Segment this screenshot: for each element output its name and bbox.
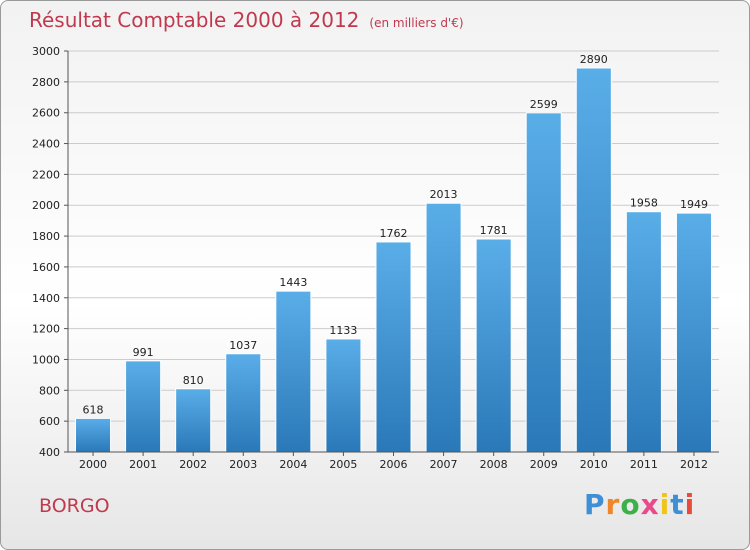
y-tick-label: 1400 [32,292,60,305]
x-tick-label-2009: 2009 [530,458,558,471]
logo-letter: x [640,488,660,521]
data-label-2000: 618 [83,403,104,416]
data-label-2001: 991 [133,346,154,359]
x-tick-label-2004: 2004 [279,458,307,471]
x-tick-label-2003: 2003 [229,458,257,471]
logo-letter: i [684,488,696,521]
chart-subtitle: (en milliers d'€) [369,16,464,30]
x-tick-label-2011: 2011 [630,458,658,471]
data-labels: 618 991 810 1037 1443 1133 1762 2013 1781 2599 289… [83,53,708,416]
y-tick-label: 800 [39,384,60,397]
y-tick-label: 2600 [32,107,60,120]
x-tick-label-2001: 2001 [129,458,157,471]
data-label-2012: 1949 [680,198,708,211]
data-label-2005: 1133 [329,324,357,337]
logo-letter: P [584,488,606,521]
logo-letter: r [605,488,621,521]
bar-2007 [425,202,462,453]
data-label-2011: 1958 [630,197,658,210]
bar-2006 [375,241,412,453]
logo-letter: i [659,488,671,521]
y-tick-label: 600 [39,415,60,428]
data-label-2008: 1781 [480,224,508,237]
y-tick-label: 400 [39,446,60,459]
bars [75,67,712,453]
bar-2009 [525,112,562,453]
x-tick-label-2005: 2005 [329,458,357,471]
y-tick-label: 1600 [32,261,60,274]
bar-2000 [75,417,112,453]
logo-letter: o [620,488,641,521]
y-tick-label: 1200 [32,323,60,336]
data-label-2009: 2599 [530,98,558,111]
data-label-2006: 1762 [380,227,408,240]
data-label-2010: 2890 [580,53,608,66]
bar-2005 [325,338,362,453]
bar-2010 [575,67,612,453]
bar-2011 [625,211,662,453]
data-label-2004: 1443 [279,276,307,289]
bar-2001 [125,360,162,453]
bar-2004 [275,290,312,453]
chart-title: Résultat Comptable 2000 à 2012 (en millie… [29,8,464,32]
y-tick-label: 2800 [32,76,60,89]
y-tick-label: 2400 [32,138,60,151]
bar-2003 [225,353,262,453]
data-label-2002: 810 [183,374,204,387]
data-label-2007: 2013 [430,188,458,201]
x-tick-label-2007: 2007 [430,458,458,471]
y-tick-label: 2000 [32,199,60,212]
bar-2012 [675,212,712,453]
bar-2008 [475,238,512,453]
x-tick-label-2012: 2012 [680,458,708,471]
x-tick-label-2008: 2008 [480,458,508,471]
chart-title-text: Résultat Comptable 2000 à 2012 [29,8,360,32]
bar-2002 [175,388,212,453]
x-tick-label-2000: 2000 [79,458,107,471]
y-tick-label: 1800 [32,230,60,243]
y-tick-label: 3000 [32,45,60,58]
axes: 400 600 800 1000 1200 1400 1600 1800 2000 2200 240… [32,45,719,471]
y-tick-label: 2200 [32,168,60,181]
data-label-2003: 1037 [229,339,257,352]
logo-letter: t [670,488,685,521]
y-tick-label: 1000 [32,353,60,366]
location-name: BORGO [39,495,110,517]
x-tick-label-2010: 2010 [580,458,608,471]
proxiti-logo: Proxiti [584,488,695,521]
x-tick-label-2006: 2006 [380,458,408,471]
x-tick-label-2002: 2002 [179,458,207,471]
